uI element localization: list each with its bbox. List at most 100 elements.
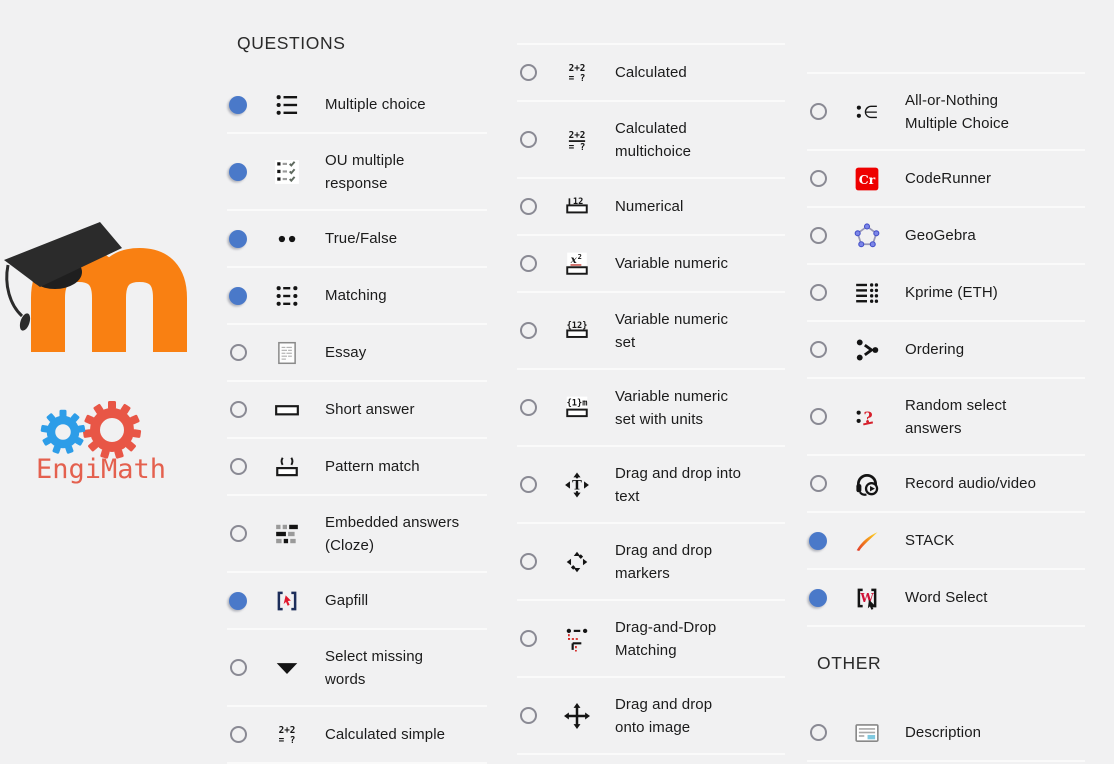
radio-button[interactable]: [810, 475, 827, 492]
radio-button[interactable]: [520, 198, 537, 215]
question-type-row[interactable]: 2+2 = ? Calculated simple: [227, 707, 487, 764]
question-type-row[interactable]: 2+2 = ? Calculated multichoice: [517, 102, 785, 179]
svg-text:?: ?: [863, 407, 872, 426]
radio-button[interactable]: [230, 659, 247, 676]
cloze-icon: [270, 521, 304, 547]
question-type-row[interactable]: Drag and drop onto image: [517, 678, 785, 755]
question-type-row[interactable]: Kprime (ETH): [807, 265, 1085, 322]
question-type-label: Select missing words: [325, 647, 424, 688]
radio-button[interactable]: [520, 553, 537, 570]
svg-text:2: 2: [578, 252, 582, 261]
radio-button-selected[interactable]: [809, 531, 827, 550]
question-type-row[interactable]: Cr CodeRunner: [807, 151, 1085, 208]
radio-button[interactable]: [230, 525, 247, 542]
engimath-gears-icon: [40, 401, 142, 459]
radio-button[interactable]: [520, 707, 537, 724]
question-type-row[interactable]: T Drag and drop into text: [517, 447, 785, 524]
radio-button[interactable]: [520, 476, 537, 493]
graduation-cap-icon: [4, 222, 122, 287]
question-type-row[interactable]: Multiple choice: [227, 77, 487, 134]
question-type-label: Variable numeric: [615, 255, 729, 272]
gapfill-icon: [270, 588, 304, 614]
question-type-row[interactable]: Embedded answers (Cloze): [227, 496, 487, 573]
question-type-label: Matching: [325, 287, 387, 304]
question-type-label: Embedded answers (Cloze): [325, 513, 460, 554]
question-type-row[interactable]: Ordering: [807, 322, 1085, 379]
radio-button-selected[interactable]: [229, 286, 247, 305]
question-type-row[interactable]: Drag-and-Drop Matching: [517, 601, 785, 678]
select-missing-words-icon: [270, 655, 304, 681]
radio-button[interactable]: [810, 284, 827, 301]
calculated-multichoice-icon: 2+2 = ?: [560, 127, 594, 153]
question-type-label: Random select answers: [905, 396, 1007, 437]
question-type-label: CodeRunner: [905, 170, 992, 187]
question-type-label: Multiple choice: [325, 96, 426, 113]
radio-button-selected[interactable]: [809, 588, 827, 607]
kprime-icon: [850, 280, 884, 306]
question-type-row[interactable]: Description: [807, 705, 1085, 762]
question-type-row[interactable]: GeoGebra: [807, 208, 1085, 265]
question-type-row[interactable]: Gapfill: [227, 573, 487, 630]
radio-button-selected[interactable]: [229, 229, 247, 248]
question-type-label: Numerical: [615, 198, 684, 215]
radio-button[interactable]: [810, 724, 827, 741]
drag-drop-matching-icon: [560, 626, 594, 652]
radio-button[interactable]: [230, 401, 247, 418]
question-type-row[interactable]: Pattern match: [227, 439, 487, 496]
radio-button[interactable]: [520, 630, 537, 647]
radio-button[interactable]: [520, 131, 537, 148]
section-header: OTHER: [817, 653, 882, 673]
question-type-label: Drag and drop markers: [615, 541, 713, 582]
question-type-row[interactable]: W Word Select: [807, 570, 1085, 627]
question-type-row[interactable]: OU multiple response: [227, 134, 487, 211]
radio-button-selected[interactable]: [229, 162, 247, 181]
radio-button[interactable]: [810, 408, 827, 425]
question-type-row[interactable]: {1}m Variable numeric set with units: [517, 370, 785, 447]
calculated-simple-icon: 2+2 = ?: [270, 722, 304, 748]
question-type-row[interactable]: STACK: [807, 513, 1085, 570]
engimath-logo-text: EngiMath: [36, 454, 167, 485]
question-type-label: Short answer: [325, 401, 415, 418]
true-false-icon: [270, 226, 304, 252]
question-type-label: GeoGebra: [905, 227, 976, 244]
question-type-label: Gapfill: [325, 592, 369, 609]
radio-button[interactable]: [230, 458, 247, 475]
radio-button-selected[interactable]: [229, 95, 247, 114]
radio-button[interactable]: [520, 322, 537, 339]
geogebra-icon: [850, 222, 884, 249]
radio-button[interactable]: [810, 103, 827, 120]
question-type-row[interactable]: Select missing words: [227, 630, 487, 707]
radio-button-selected[interactable]: [229, 591, 247, 610]
question-type-label: OU multiple response: [325, 151, 405, 192]
question-type-row[interactable]: ? Random select answers: [807, 379, 1085, 456]
question-type-row[interactable]: 2+2 = ? Calculated: [517, 43, 785, 102]
question-type-row[interactable]: Drag and drop markers: [517, 524, 785, 601]
question-type-row[interactable]: Matching: [227, 268, 487, 325]
question-type-row[interactable]: x 2 Variable numeric: [517, 236, 785, 293]
radio-button[interactable]: [520, 255, 537, 272]
radio-button[interactable]: [230, 344, 247, 361]
svg-text:= ?: = ?: [569, 141, 586, 152]
question-type-row[interactable]: Short answer: [227, 382, 487, 439]
radio-button[interactable]: [520, 64, 537, 81]
svg-text:T: T: [572, 478, 582, 493]
radio-button[interactable]: [810, 227, 827, 244]
svg-text:∈: ∈: [863, 103, 878, 123]
radio-button[interactable]: [810, 170, 827, 187]
radio-button[interactable]: [230, 726, 247, 743]
question-type-row[interactable]: Record audio/video: [807, 456, 1085, 513]
radio-button[interactable]: [810, 341, 827, 358]
svg-text:2+2: 2+2: [279, 724, 296, 735]
question-type-row[interactable]: {12} Variable numeric set: [517, 293, 785, 370]
question-type-label: All-or-Nothing Multiple Choice: [905, 91, 1010, 132]
question-type-row[interactable]: ∈ All-or-Nothing Multiple Choice: [807, 72, 1085, 151]
question-type-row[interactable]: True/False: [227, 211, 487, 268]
question-type-label: Drag and drop onto image: [615, 695, 713, 736]
questions-column-middle: 2+2 = ? Calculated 2+2 = ? Calculated multich…: [517, 43, 785, 755]
coderunner-icon: Cr: [850, 166, 884, 192]
question-type-label: Ordering: [905, 341, 965, 358]
radio-button[interactable]: [520, 399, 537, 416]
question-type-row[interactable]: 12 Numerical: [517, 179, 785, 236]
question-type-row[interactable]: Essay: [227, 325, 487, 382]
question-type-label: Essay: [325, 344, 367, 361]
